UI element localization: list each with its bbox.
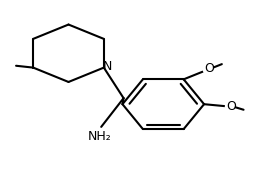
Text: O: O [205,62,214,75]
Text: O: O [226,100,236,114]
Text: N: N [102,60,112,73]
Text: NH₂: NH₂ [88,130,112,143]
